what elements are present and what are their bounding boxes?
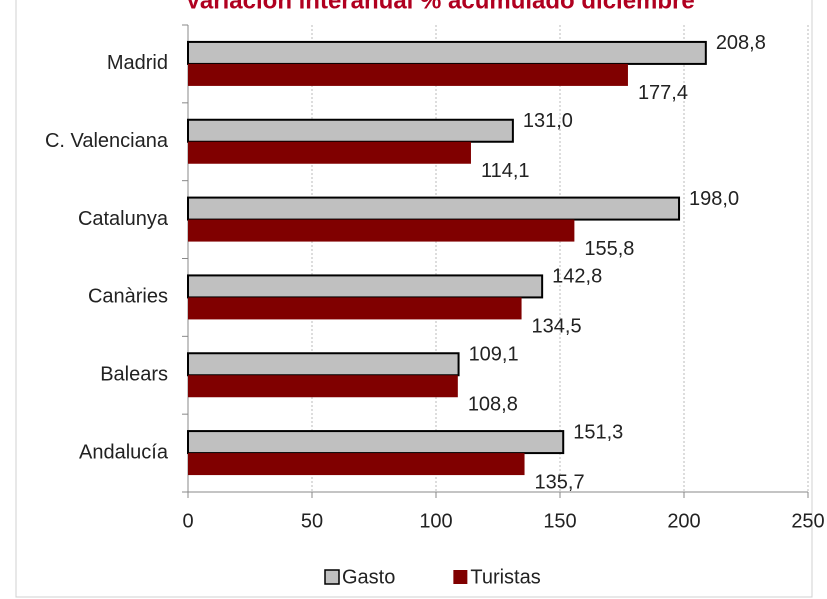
x-tick-label: 250 (791, 510, 824, 532)
data-label: 155,8 (584, 238, 634, 260)
bar (188, 297, 522, 320)
data-label: 198,0 (689, 188, 739, 210)
y-tick-label: Catalunya (78, 208, 169, 230)
x-tick-label: 150 (543, 510, 576, 532)
data-label: 108,8 (468, 394, 518, 416)
data-label: 151,3 (573, 421, 623, 443)
legend-swatch (453, 570, 468, 584)
bar (187, 274, 544, 299)
y-tick-label: C. Valenciana (45, 130, 169, 152)
bar (187, 430, 565, 455)
legend-swatch (324, 569, 340, 585)
bar (187, 196, 681, 221)
x-tick-label: 100 (419, 510, 452, 532)
y-tick-label: Madrid (107, 52, 168, 74)
data-label: 114,1 (481, 160, 530, 182)
bar (187, 40, 707, 65)
data-label: 131,0 (523, 110, 573, 132)
legend-label: Gasto (342, 566, 395, 588)
bar (188, 375, 458, 398)
bar (188, 63, 628, 86)
y-tick-label: Canàries (88, 286, 168, 308)
bar (187, 352, 460, 377)
chart-border (15, 0, 813, 598)
data-label: 208,8 (716, 32, 766, 54)
data-label: 134,5 (532, 316, 582, 338)
data-label: 142,8 (552, 266, 602, 288)
data-label: 109,1 (469, 344, 519, 366)
x-tick-label: 50 (301, 510, 323, 532)
bar (188, 453, 525, 476)
y-tick-label: Andalucía (79, 441, 169, 463)
chart-title: Variación interanual % acumulado diciemb… (185, 0, 695, 14)
legend-label: Turistas (470, 566, 540, 588)
bar (188, 219, 575, 242)
bar (188, 141, 471, 164)
bar (187, 118, 514, 143)
y-tick-label: Balears (100, 364, 168, 386)
x-tick-label: 200 (667, 510, 700, 532)
x-tick-label: 0 (182, 510, 193, 532)
data-label: 135,7 (535, 471, 585, 493)
data-label: 177,4 (638, 82, 688, 104)
